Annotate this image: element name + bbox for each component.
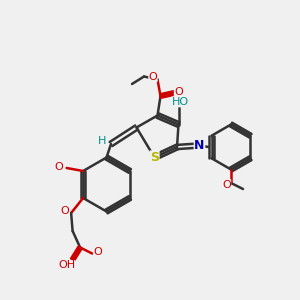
Text: O: O [174, 86, 183, 97]
Text: O: O [55, 161, 64, 172]
Text: N: N [194, 139, 205, 152]
Text: HO: HO [171, 97, 189, 107]
Text: O: O [148, 71, 158, 82]
Text: O: O [222, 179, 231, 190]
Text: OH: OH [58, 260, 75, 271]
Text: S: S [150, 151, 159, 164]
Text: O: O [61, 206, 70, 217]
Text: H: H [98, 136, 106, 146]
Text: O: O [94, 247, 103, 257]
